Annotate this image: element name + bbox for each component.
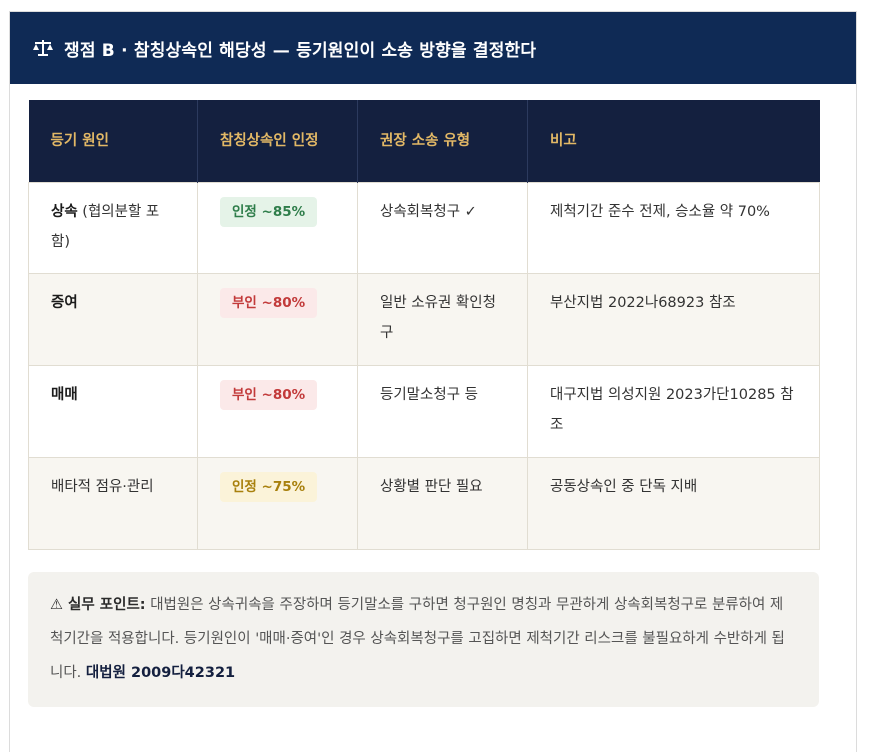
note-cell: 공동상속인 중 단독 지배 (527, 457, 820, 550)
table-row: 상속 (협의분할 포함) 인정 ~85% 상속회복청구 ✓ 제척기간 준수 전제… (28, 182, 820, 274)
status-badge: 인정 ~85% (220, 197, 318, 227)
suit-cell: 상황별 판단 필요 (357, 457, 528, 550)
cause-strong: 매매 (51, 387, 78, 403)
practice-note: ⚠ 실무 포인트: 대법원은 상속귀속을 주장하며 등기말소를 구하면 청구원인… (28, 572, 819, 707)
table-row: 증여 부인 ~80% 일반 소유권 확인청구 부산지법 2022나68923 참… (28, 273, 820, 366)
scales-icon (32, 39, 54, 57)
issue-table: 등기 원인 참칭상속인 인정 권장 소송 유형 비고 상속 (협의분할 포함) … (28, 100, 820, 550)
column-header: 권장 소송 유형 (357, 100, 528, 183)
badge-cell: 인정 ~85% (197, 182, 358, 274)
note-cell: 부산지법 2022나68923 참조 (527, 273, 820, 366)
suit-cell: 일반 소유권 확인청구 (357, 273, 528, 366)
note-cell: 제척기간 준수 전제, 승소율 약 70% (527, 182, 820, 274)
cause-cell: 증여 (28, 273, 198, 366)
badge-cell: 부인 ~80% (197, 365, 358, 458)
cause-cell: 매매 (28, 365, 198, 458)
note-reference: 대법원 2009다42321 (85, 665, 236, 681)
suit-cell: 상속회복청구 ✓ (357, 182, 528, 274)
cause-strong: 상속 (51, 204, 78, 220)
badge-cell: 부인 ~80% (197, 273, 358, 366)
note-label: ⚠ 실무 포인트: (50, 597, 146, 613)
cause-strong: 증여 (51, 295, 78, 311)
cause-cell: 배타적 점유·관리 (28, 457, 198, 550)
table-row: 매매 부인 ~80% 등기말소청구 등 대구지법 의성지원 2023가단1028… (28, 365, 820, 458)
note-text: 대법원은 상속귀속을 주장하며 등기말소를 구하면 청구원인 명칭과 무관하게 … (50, 597, 785, 681)
cause-rest: (협의분할 포함) (51, 204, 160, 250)
column-header: 참칭상속인 인정 (197, 100, 358, 183)
status-badge: 인정 ~75% (220, 472, 318, 502)
cause-cell: 상속 (협의분할 포함) (28, 182, 198, 274)
column-header: 등기 원인 (28, 100, 198, 183)
status-badge: 부인 ~80% (220, 380, 318, 410)
badge-cell: 인정 ~75% (197, 457, 358, 550)
note-cell: 대구지법 의성지원 2023가단10285 참조 (527, 365, 820, 458)
table-header-row: 등기 원인 참칭상속인 인정 권장 소송 유형 비고 (28, 100, 820, 183)
status-badge: 부인 ~80% (220, 288, 318, 318)
card-header: 쟁점 B · 참칭상속인 해당성 — 등기원인이 소송 방향을 결정한다 (10, 12, 856, 84)
column-header: 비고 (527, 100, 820, 183)
table-row: 배타적 점유·관리 인정 ~75% 상황별 판단 필요 공동상속인 중 단독 지… (28, 457, 820, 550)
suit-cell: 등기말소청구 등 (357, 365, 528, 458)
cause-rest: 배타적 점유·관리 (51, 479, 154, 495)
card-title: 쟁점 B · 참칭상속인 해당성 — 등기원인이 소송 방향을 결정한다 (64, 40, 537, 61)
